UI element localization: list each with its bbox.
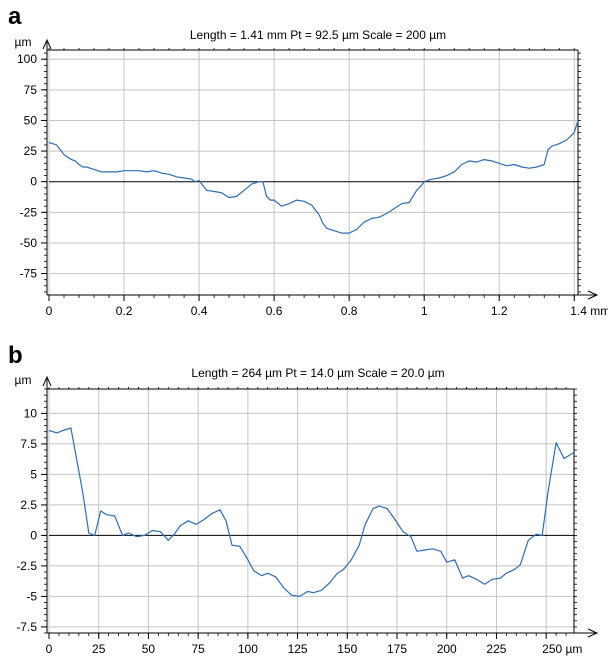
panel-b: b Length = 264 µm Pt = 14.0 µm Scale = 2…	[8, 342, 599, 656]
panel-b-y-tick-label: 7.5	[20, 437, 37, 451]
panel-b-x-axis-arrow	[587, 628, 599, 638]
panel-b-x-tick-label: 125	[288, 642, 308, 656]
panel-b-y-unit: µm	[15, 373, 32, 387]
panel-b-x-tick-label: 50	[142, 642, 156, 656]
panel-b-y-tick-label: 0	[30, 528, 37, 542]
panel-b-x-tick-label: 250 µm	[542, 642, 582, 656]
panel-a-x-tick-label: 0.6	[266, 304, 283, 318]
panel-b-x-tick-label: 200	[437, 642, 457, 656]
panel-a-y-unit: µm	[15, 35, 32, 49]
panel-b-x-tick-label: 100	[238, 642, 258, 656]
panel-a-y-tick-label: -50	[20, 236, 38, 250]
panel-a-profile-line	[48, 120, 579, 234]
panel-b-y-tick-label: 10	[24, 406, 38, 420]
panel-a-x-tick-label: 1	[421, 304, 428, 318]
panel-a-y-tick-label: 100	[17, 52, 37, 66]
panel-b-x-tick-label: 150	[337, 642, 357, 656]
panel-a-y-axis-arrow	[42, 38, 52, 50]
panel-b-x-tick-label: 175	[387, 642, 407, 656]
panel-b-profile-line	[48, 427, 575, 598]
panel-a-x-tick-label: 1.4 mm	[570, 304, 608, 318]
panel-b-x-tick-label: 25	[92, 642, 106, 656]
panel-a-y-tick-label: 50	[24, 113, 38, 127]
panel-b-y-axis-arrow	[42, 375, 52, 387]
panel-b-letter: b	[8, 342, 23, 369]
panel-b-y-tick-label: 2.5	[20, 498, 37, 512]
panel-b-x-tick-label: 75	[191, 642, 205, 656]
panel-b-y-tick-label: -2.5	[16, 559, 37, 573]
panel-b-y-tick-label: -7.5	[16, 620, 37, 634]
panel-a-y-tick-label: -75	[20, 267, 38, 281]
panel-a-x-tick-label: 1.2	[491, 304, 508, 318]
panel-a-x-tick-label: 0.2	[116, 304, 133, 318]
panel-b-y-tick-label: -5	[26, 589, 37, 603]
panel-a-title: Length = 1.41 mm Pt = 92.5 µm Scale = 20…	[190, 28, 446, 42]
panel-a-x-tick-label: 0	[46, 304, 53, 318]
panel-a: a Length = 1.41 mm Pt = 92.5 µm Scale = …	[8, 3, 608, 318]
panel-a-y-tick-label: 0	[30, 175, 37, 189]
panel-a-x-tick-label: 0.8	[341, 304, 358, 318]
panel-b-y-tick-label: 5	[30, 467, 37, 481]
panel-a-y-tick-label: -25	[20, 205, 38, 219]
panel-a-letter: a	[8, 3, 22, 30]
panel-a-x-axis-arrow	[587, 290, 599, 300]
panel-a-y-tick-label: 25	[24, 144, 38, 158]
panel-a-y-tick-label: 75	[24, 83, 38, 97]
panel-b-x-tick-label: 225	[486, 642, 506, 656]
panel-b-title: Length = 264 µm Pt = 14.0 µm Scale = 20.…	[191, 366, 444, 380]
panel-b-x-tick-label: 0	[46, 642, 53, 656]
panel-a-x-tick-label: 0.4	[191, 304, 208, 318]
